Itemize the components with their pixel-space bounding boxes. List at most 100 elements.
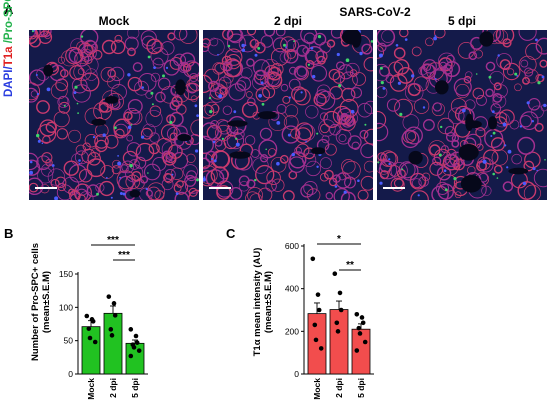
- tissue-texture: [437, 117, 454, 135]
- airspace-texture: [508, 167, 529, 175]
- tissue-texture: [205, 169, 225, 188]
- nuclei-texture: [203, 177, 206, 182]
- bar-2-dpi: [103, 312, 123, 375]
- tissue-texture: [319, 157, 332, 170]
- data-point: [354, 348, 360, 353]
- tissue-texture: [300, 184, 314, 198]
- tissue-texture: [208, 80, 220, 92]
- stain-label-dapi: DAPI: [3, 69, 15, 97]
- tissue-texture: [293, 38, 311, 56]
- tissue-texture: [127, 109, 143, 125]
- tissue-texture: [75, 188, 89, 200]
- tissue-texture: [131, 171, 142, 182]
- tissue-texture: [82, 142, 91, 151]
- tissue-texture: [429, 144, 441, 156]
- tissue-texture: [404, 83, 424, 102]
- tissue-texture: [160, 41, 175, 56]
- tissue-texture: [425, 37, 434, 47]
- tissue-texture: [404, 126, 423, 145]
- tissue-texture: [507, 68, 515, 76]
- prospc-texture: [370, 40, 373, 43]
- bar-mock: [81, 326, 101, 375]
- prospc-texture: [196, 178, 199, 182]
- significance-label: **: [346, 260, 354, 271]
- tissue-texture: [523, 184, 541, 200]
- tissue-texture: [476, 94, 487, 106]
- data-point: [357, 331, 363, 336]
- prospc-texture: [514, 72, 518, 76]
- tissue-texture: [447, 107, 465, 125]
- tissue-texture: [514, 83, 522, 92]
- data-point: [131, 345, 137, 350]
- tissue-texture: [77, 194, 86, 200]
- prospc-texture: [537, 81, 541, 85]
- tissue-texture: [163, 172, 173, 183]
- nuclei-texture: [276, 121, 281, 125]
- tissue-texture: [98, 102, 109, 113]
- tissue-texture: [390, 177, 405, 192]
- tissue-texture: [445, 131, 457, 143]
- nuclei-texture: [462, 108, 466, 113]
- data-point: [134, 340, 140, 345]
- prospc-texture: [162, 74, 165, 78]
- tissue-texture: [126, 142, 142, 157]
- nuclei-texture: [218, 94, 223, 99]
- tissue-texture: [517, 181, 537, 200]
- tissue-texture: [330, 30, 344, 39]
- tissue-texture: [86, 158, 106, 178]
- nuclei-texture: [312, 74, 316, 79]
- tissue-texture: [59, 68, 69, 78]
- tissue-texture: [363, 100, 373, 114]
- nuclei-texture: [443, 169, 447, 172]
- prospc-texture: [475, 73, 478, 75]
- tissue-texture: [332, 174, 341, 183]
- tissue-texture: [140, 127, 153, 140]
- nuclei-texture: [244, 44, 247, 46]
- tissue-texture: [95, 139, 108, 153]
- tissue-texture: [377, 30, 396, 47]
- prospc-texture: [96, 192, 99, 196]
- tissue-texture: [110, 39, 126, 55]
- tissue-texture: [468, 51, 478, 61]
- nuclei-texture: [212, 140, 216, 144]
- bar-5-dpi: [351, 328, 371, 375]
- tissue-texture: [127, 47, 136, 57]
- tissue-texture: [203, 122, 219, 141]
- tissue-texture: [203, 165, 218, 184]
- tissue-texture: [143, 163, 161, 181]
- tissue-texture: [279, 154, 289, 164]
- tissue-texture: [125, 174, 141, 190]
- prospc-texture: [496, 177, 499, 179]
- y-tick-label: 0: [294, 369, 299, 379]
- nuclei-texture: [165, 66, 169, 69]
- prospc-texture: [208, 96, 212, 100]
- tissue-texture: [209, 88, 225, 103]
- tissue-texture: [377, 45, 384, 59]
- tissue-texture: [338, 134, 347, 143]
- tissue-texture: [399, 30, 409, 38]
- prospc-texture: [147, 172, 149, 174]
- tissue-texture: [437, 183, 454, 200]
- tissue-texture: [183, 164, 198, 179]
- column-title-mock: Mock: [98, 14, 130, 28]
- tissue-texture: [432, 102, 442, 112]
- tissue-texture: [438, 52, 456, 70]
- tissue-texture: [34, 30, 50, 38]
- prospc-texture: [169, 120, 173, 124]
- nuclei-texture: [310, 46, 314, 50]
- scale-bar: [383, 187, 405, 189]
- nuclei-texture: [37, 139, 41, 143]
- prospc-texture: [379, 66, 383, 70]
- tissue-texture: [246, 30, 257, 36]
- tissue-texture: [429, 161, 444, 176]
- tissue-texture: [475, 127, 486, 138]
- nuclei-texture: [417, 194, 420, 197]
- tissue-texture: [228, 83, 246, 101]
- tissue-texture: [220, 60, 231, 72]
- tissue-texture: [140, 30, 157, 47]
- tissue-texture: [163, 59, 180, 76]
- prospc-texture: [401, 168, 404, 171]
- tissue-texture: [518, 30, 537, 41]
- tissue-texture: [270, 156, 287, 173]
- tissue-texture: [388, 61, 404, 77]
